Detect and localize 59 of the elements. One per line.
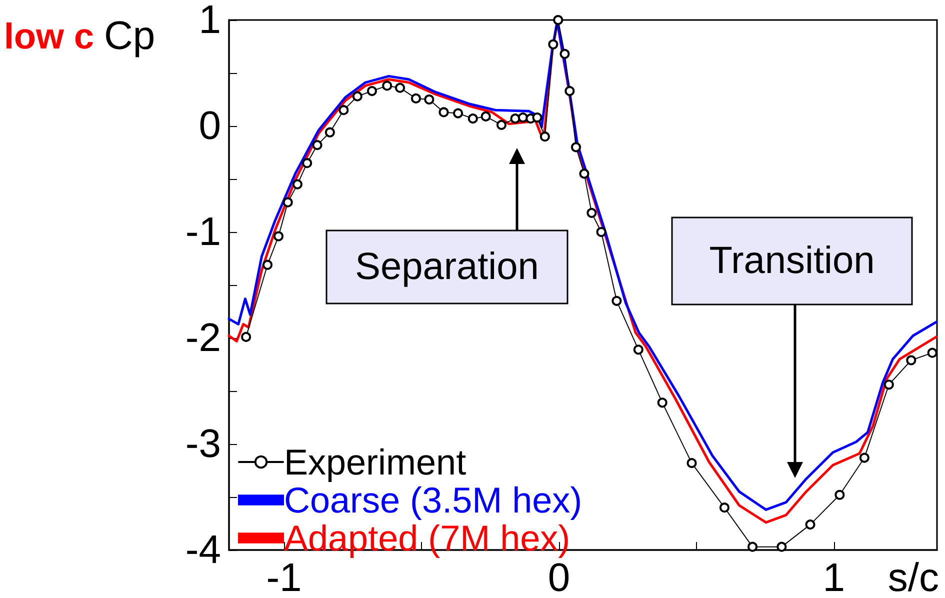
point bbox=[564, 86, 575, 96]
point bbox=[579, 168, 590, 179]
point bbox=[586, 208, 597, 218]
point bbox=[633, 344, 644, 355]
point bbox=[748, 542, 758, 552]
point bbox=[570, 142, 581, 152]
point bbox=[274, 231, 284, 242]
point bbox=[410, 93, 421, 104]
annotation: Separation bbox=[355, 246, 539, 288]
point bbox=[859, 452, 870, 463]
point bbox=[834, 490, 845, 500]
text: low c bbox=[4, 16, 94, 56]
point bbox=[438, 107, 449, 118]
point bbox=[540, 132, 550, 142]
y-tick-label: -1 bbox=[185, 210, 221, 254]
point bbox=[612, 296, 622, 306]
point bbox=[548, 39, 558, 50]
point bbox=[338, 105, 349, 116]
point bbox=[312, 140, 322, 150]
legend-label: Experiment bbox=[284, 442, 466, 482]
point bbox=[776, 542, 787, 552]
point bbox=[596, 227, 606, 237]
point bbox=[292, 179, 302, 190]
point bbox=[927, 348, 938, 358]
annotation: Transition bbox=[709, 240, 875, 282]
x-tick-label: -1 bbox=[266, 556, 302, 598]
point bbox=[382, 80, 392, 91]
point bbox=[424, 94, 434, 104]
point bbox=[510, 114, 520, 124]
y-tick-label: 1 bbox=[198, 0, 221, 42]
point bbox=[686, 458, 697, 468]
y-tick-label: 0 bbox=[198, 104, 221, 148]
y-axis-title: Cp bbox=[104, 14, 156, 58]
point bbox=[719, 502, 730, 513]
y-tick-label: -3 bbox=[185, 422, 221, 466]
point bbox=[282, 197, 293, 208]
point bbox=[518, 112, 528, 123]
point bbox=[468, 114, 478, 124]
point bbox=[241, 332, 252, 342]
point bbox=[906, 355, 916, 366]
point bbox=[805, 520, 816, 530]
point bbox=[657, 398, 668, 408]
y-tick-label: -4 bbox=[185, 528, 221, 572]
y-tick-label: -2 bbox=[185, 316, 221, 360]
point bbox=[884, 380, 894, 390]
x-axis-title: s/c bbox=[888, 556, 940, 598]
point bbox=[480, 111, 491, 122]
point bbox=[453, 108, 464, 118]
point bbox=[560, 48, 570, 59]
point bbox=[496, 120, 506, 130]
point bbox=[302, 158, 312, 168]
point bbox=[324, 127, 335, 138]
point bbox=[262, 260, 272, 270]
x-tick-label: 1 bbox=[822, 556, 846, 598]
point bbox=[395, 82, 406, 93]
point bbox=[532, 112, 542, 123]
point bbox=[553, 15, 564, 25]
point bbox=[366, 86, 377, 96]
point bbox=[352, 91, 362, 102]
